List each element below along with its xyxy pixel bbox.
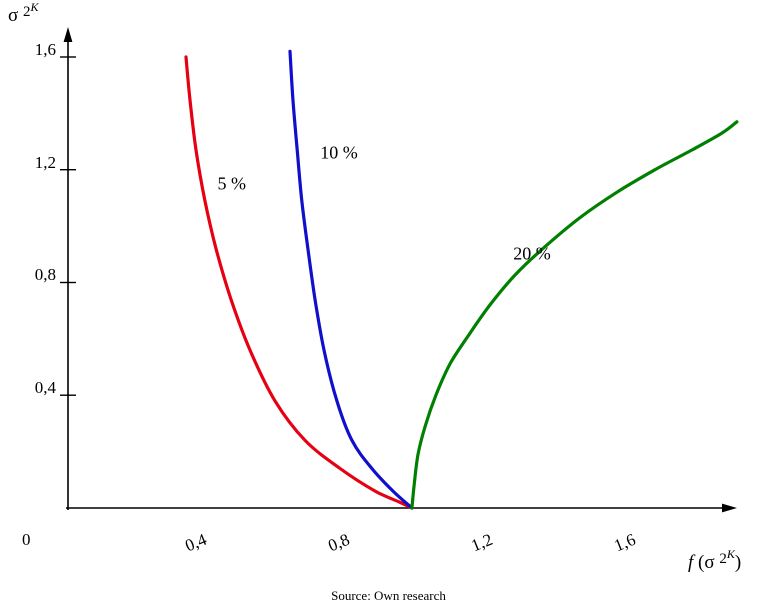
y-tick-label: 0,8 — [34, 265, 56, 285]
curve-label-10pct: 10 % — [320, 142, 358, 163]
sigma-symbol: σ — [704, 552, 715, 573]
tick-marks — [60, 56, 76, 396]
function-symbol: f — [688, 552, 694, 573]
curve-20pct — [410, 120, 739, 510]
curve-5pct — [184, 55, 414, 510]
exponent-two: 2 — [23, 4, 31, 20]
sigma-symbol: σ — [8, 5, 19, 26]
source-caption: Source: Own research — [331, 588, 446, 603]
exponent-k: K — [30, 0, 39, 14]
curve-label-5pct: 5 % — [217, 173, 247, 194]
y-tick-label: 1,2 — [34, 152, 56, 172]
y-axis-label: σ 2K — [8, 1, 39, 27]
origin-tick-label: 0 — [22, 530, 31, 549]
curve-10pct — [288, 49, 414, 510]
exponent-k: K — [726, 547, 735, 561]
curve-label-20pct: 20 % — [513, 243, 551, 264]
y-tick-label: 0,4 — [34, 378, 56, 398]
y-axis-arrow-icon — [63, 27, 73, 42]
open-paren: ( — [698, 552, 705, 573]
curves — [184, 49, 739, 510]
y-tick-label: 1,6 — [34, 39, 56, 59]
close-paren: ) — [734, 552, 742, 573]
exponent-two: 2 — [719, 551, 727, 567]
x-axis-arrow-icon — [722, 503, 737, 513]
x-axis-label: f (σ 2K) — [688, 548, 742, 574]
